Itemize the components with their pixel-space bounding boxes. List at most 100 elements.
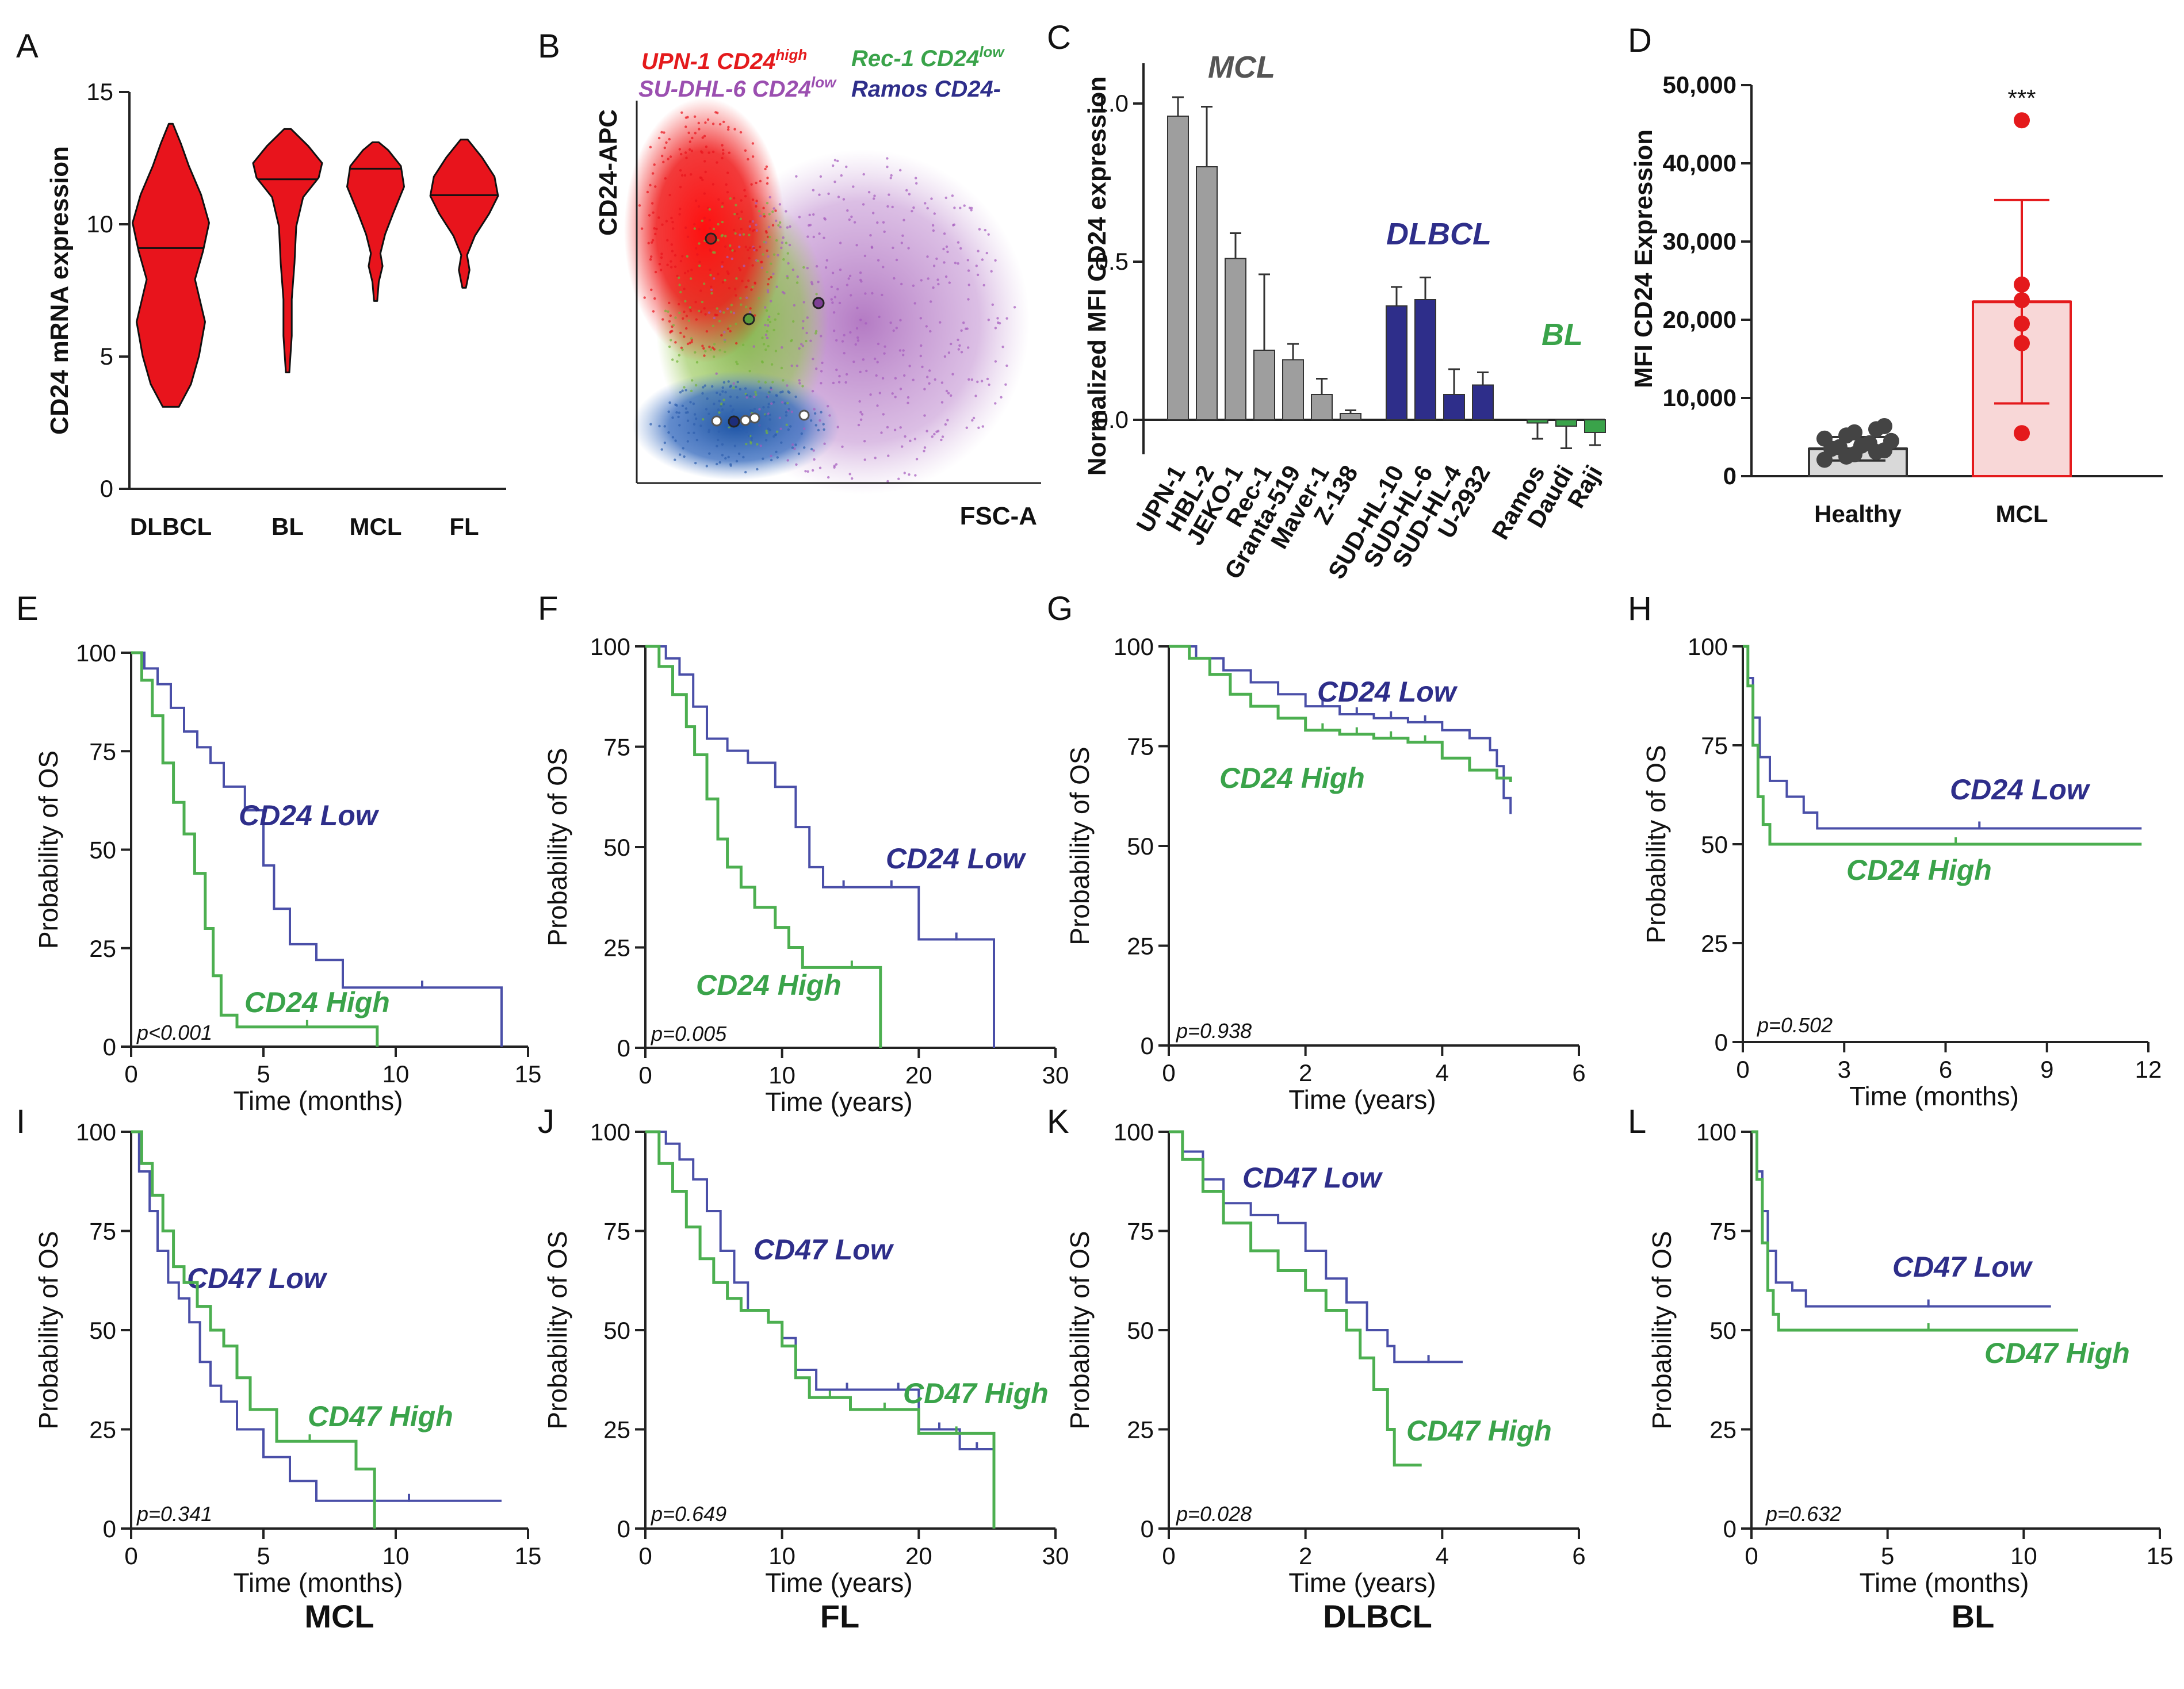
survival-curve-cd24-high: [131, 651, 379, 1047]
dot-rec-1: [684, 300, 687, 302]
y-tick-label: 50: [89, 1317, 116, 1344]
dot-upn-1: [694, 132, 697, 135]
dot-rec-1: [735, 361, 738, 363]
dot-ramos: [674, 403, 677, 406]
dot-rec-1: [766, 431, 768, 435]
dot-rec-1: [710, 292, 713, 295]
y-tick-label: 20,000: [1663, 306, 1737, 333]
dot-su-dhl-6: [926, 376, 929, 378]
dot-ramos: [780, 441, 783, 444]
dot-su-dhl-6: [940, 401, 944, 404]
dot-su-dhl-6: [818, 466, 822, 469]
dot-su-dhl-6: [900, 282, 903, 286]
dot-ramos: [695, 417, 698, 420]
dot-su-dhl-6: [798, 216, 801, 219]
dot-su-dhl-6: [909, 439, 912, 442]
dot-su-dhl-6: [928, 382, 931, 385]
dot-su-dhl-6: [954, 262, 957, 265]
dot-upn-1: [699, 289, 702, 292]
dot-upn-1: [767, 283, 770, 286]
dot-su-dhl-6: [877, 342, 880, 346]
dot-su-dhl-6: [732, 312, 736, 315]
dot-upn-1: [735, 294, 737, 297]
dot-ramos: [736, 381, 739, 384]
dot-ramos: [787, 390, 790, 393]
dot-rec-1: [678, 276, 680, 279]
x-axis-title: Time (years): [1288, 1568, 1436, 1598]
significance-annotation: ***: [2007, 85, 2036, 112]
dot-ramos: [684, 389, 687, 392]
dot-ramos: [730, 410, 733, 413]
dot-upn-1: [712, 346, 714, 349]
dot-ramos: [800, 432, 804, 435]
dot-su-dhl-6: [715, 372, 718, 375]
dot-rec-1: [713, 343, 716, 346]
dot-su-dhl-6: [902, 349, 905, 352]
dot-upn-1: [717, 198, 720, 201]
y-tick-label: 50,000: [1663, 71, 1737, 98]
dot-rec-1: [701, 300, 704, 304]
dot-upn-1: [674, 254, 677, 257]
p-value: p=0.341: [136, 1502, 212, 1526]
y-tick-label: 75: [1127, 733, 1154, 760]
dot-su-dhl-6: [908, 365, 911, 367]
dot-ramos: [718, 400, 721, 403]
dot-su-dhl-6: [987, 319, 990, 321]
dot-su-dhl-6: [1000, 396, 1003, 399]
dot-su-dhl-6: [832, 381, 835, 385]
dot-upn-1: [640, 227, 644, 230]
dot-su-dhl-6: [798, 379, 801, 382]
dot-su-dhl-6: [753, 395, 756, 399]
dot-su-dhl-6: [903, 374, 906, 377]
y-axis-title: Probability of OS: [33, 1231, 63, 1429]
dot-upn-1: [751, 264, 754, 267]
dot-su-dhl-6: [824, 266, 828, 269]
dot-su-dhl-6: [730, 257, 734, 261]
dot-su-dhl-6: [985, 251, 989, 255]
dot-upn-1: [674, 265, 677, 268]
survival-curve-cd24-low: [1743, 645, 2142, 830]
dot-upn-1: [652, 211, 655, 214]
dot-upn-1: [755, 249, 758, 252]
dot-su-dhl-6: [749, 311, 752, 314]
dot-su-dhl-6: [805, 331, 808, 335]
dot-su-dhl-6: [764, 324, 767, 327]
dot-su-dhl-6: [873, 194, 876, 197]
x-tick-label: 0: [1162, 1542, 1175, 1569]
y-tick-label: 25: [603, 934, 630, 962]
dot-rec-1: [785, 423, 789, 426]
dot-su-dhl-6: [738, 246, 741, 248]
dot-rec-1: [805, 339, 808, 343]
dot-su-dhl-6: [827, 476, 830, 479]
dot-upn-1: [646, 190, 649, 194]
dot-su-dhl-6: [981, 425, 985, 428]
bar-z-138: [1340, 413, 1361, 420]
dot-ramos: [705, 408, 708, 411]
dot-upn-1: [741, 279, 744, 282]
dot-upn-1: [657, 136, 661, 140]
dot-rec-1: [724, 340, 726, 343]
dot-su-dhl-6: [787, 262, 790, 265]
panel-l-survival-chart: 0 25 50 75 100 0 5 10 15 Time (months) Probability…: [1647, 1119, 2173, 1598]
y-tick-label: 50: [89, 837, 116, 864]
dot-rec-1: [690, 337, 693, 340]
dot-su-dhl-6: [796, 275, 800, 278]
y-tick-label: 10: [86, 210, 113, 238]
x-tick-label: 0: [1745, 1542, 1758, 1569]
dot-ramos: [750, 439, 753, 442]
dot-ramos: [663, 441, 667, 445]
dot-ramos: [794, 443, 797, 446]
panel-letter-i: I: [16, 1103, 25, 1140]
dot-su-dhl-6: [994, 360, 997, 363]
x-tick-label-bl: BL: [271, 513, 304, 540]
dot-rec-1: [767, 318, 770, 321]
dot-upn-1: [766, 249, 768, 252]
dot-upn-1: [698, 228, 701, 231]
dot-upn-1: [703, 160, 706, 163]
violin-fl: [429, 139, 499, 289]
dot-su-dhl-6: [856, 307, 859, 309]
dot-su-dhl-6: [838, 374, 841, 378]
dot-upn-1: [714, 313, 717, 316]
dot-su-dhl-6: [931, 224, 935, 227]
